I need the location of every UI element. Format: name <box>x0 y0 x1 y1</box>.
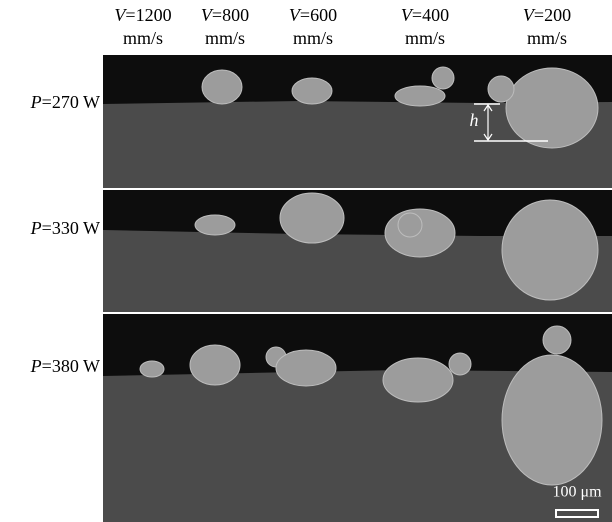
row-value: =270 W <box>42 92 100 112</box>
column-value: =400 <box>412 5 449 25</box>
row-value: =380 W <box>42 356 100 376</box>
column-header: V=200 <box>523 5 571 25</box>
row-variable: P <box>30 218 42 238</box>
column-unit: mm/s <box>527 28 567 48</box>
page: h 100 μm V=1200 mm/s V=800 mm/s V=600 mm/s V=4… <box>0 0 612 522</box>
row-variable: P <box>30 92 42 112</box>
row-label: P=270 W <box>30 92 100 112</box>
panel-row-2 <box>103 190 612 312</box>
row-value: =330 W <box>42 218 100 238</box>
column-header: V=800 <box>201 5 249 25</box>
column-unit: mm/s <box>405 28 445 48</box>
panel-row-3: 100 μm <box>103 314 612 522</box>
column-unit: mm/s <box>205 28 245 48</box>
column-unit: mm/s <box>293 28 333 48</box>
panel-row-1: h <box>103 55 612 188</box>
figure: h 100 μm V=1200 mm/s V=800 mm/s V=600 mm/s V=4… <box>0 0 612 522</box>
column-value: =200 <box>534 5 571 25</box>
row-label: P=380 W <box>30 356 100 376</box>
column-value: =800 <box>212 5 249 25</box>
height-label: h <box>470 110 479 130</box>
column-value: =600 <box>300 5 337 25</box>
column-value: =1200 <box>125 5 171 25</box>
column-header: V=600 <box>289 5 337 25</box>
row-label: P=330 W <box>30 218 100 238</box>
column-header: V=400 <box>401 5 449 25</box>
column-unit: mm/s <box>123 28 163 48</box>
row-variable: P <box>30 356 42 376</box>
scale-bar-label: 100 μm <box>552 484 602 501</box>
column-header: V=1200 <box>114 5 171 25</box>
